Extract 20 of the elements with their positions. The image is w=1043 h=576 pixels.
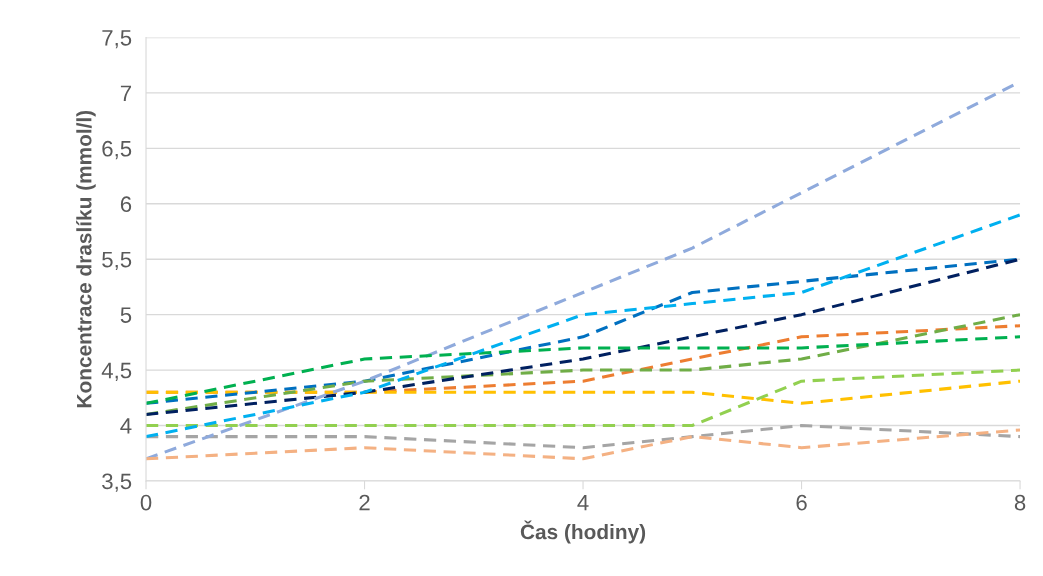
line-series xyxy=(146,213,1021,439)
x-tick-label: 2 xyxy=(359,494,370,511)
y-tick-label: 6 xyxy=(120,196,132,213)
y-tick-label: 5 xyxy=(120,307,132,323)
x-tick-label: 6 xyxy=(796,494,807,511)
x-tick-label: 0 xyxy=(140,494,152,511)
y-tick-label: 6,5 xyxy=(102,140,132,160)
line-series xyxy=(146,428,1021,461)
x-axis-title: Čas (hodiny) xyxy=(520,520,646,544)
x-tick-label: 8 xyxy=(1014,494,1026,511)
y-tick-label: 3,5 xyxy=(102,473,132,492)
x-tick-label: 4 xyxy=(577,494,589,511)
y-tick-label: 7,5 xyxy=(102,30,132,49)
line-series xyxy=(146,313,1021,416)
y-tick-label: 4,5 xyxy=(101,362,132,381)
y-axis-title: Koncentrace draslíku (mmol/l) xyxy=(76,110,96,408)
y-tick-label: 5,5 xyxy=(102,251,132,271)
y-tick-label: 7 xyxy=(120,85,132,101)
y-tick-label: 4 xyxy=(120,418,132,434)
line-series xyxy=(146,335,1021,405)
